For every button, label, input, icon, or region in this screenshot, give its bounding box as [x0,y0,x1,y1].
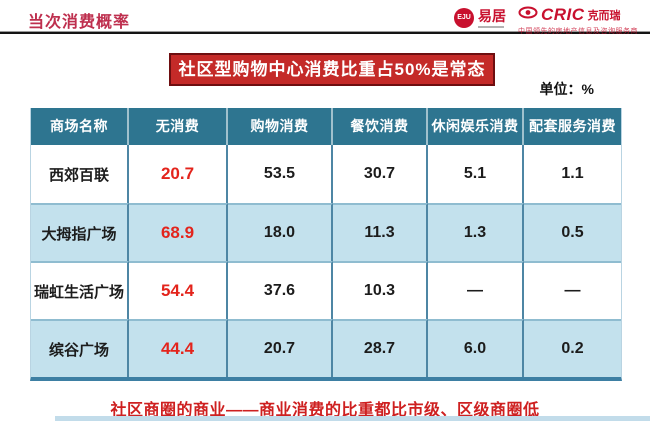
value-cell: 0.2 [524,319,621,377]
column-header: 配套服务消费 [524,108,621,145]
value-cell: 18.0 [228,203,333,261]
consumption-table: 商场名称 无消费 购物消费 餐饮消费 休闲娱乐消费 配套服务消费 西郊百联 20… [30,108,622,381]
unit-label: 单位：% [539,81,594,97]
value-cell: 28.7 [333,319,428,377]
value-cell: 30.7 [333,145,428,203]
value-cell: — [524,261,621,319]
footer-note: 社区商圈的商业——商业消费的比重都比市级、区级商圈低 [110,402,540,419]
mall-name-cell: 瑞虹生活广场 [31,261,129,319]
value-cell: 1.3 [428,203,524,261]
mall-name-cell: 西郊百联 [31,145,129,203]
value-cell: 53.5 [228,145,333,203]
bottom-strip [55,416,650,421]
value-cell-highlight: 44.4 [129,319,228,377]
value-cell: 11.3 [333,203,428,261]
mall-name-cell: 大拇指广场 [31,203,129,261]
table-row: 瑞虹生活广场 54.4 37.6 10.3 — — [31,261,621,319]
eju-logo-text: 易居 [478,7,506,24]
column-header: 商场名称 [31,108,129,145]
value-cell-highlight: 20.7 [129,145,228,203]
mall-name-cell: 缤谷广场 [31,319,129,377]
cric-tagline: 中国领先的房地产信息及咨询服务商 [518,28,638,35]
value-cell: — [428,261,524,319]
value-cell: 0.5 [524,203,621,261]
header-divider [0,30,650,34]
eju-logo-icon: EJU [454,8,474,28]
value-cell: 10.3 [333,261,428,319]
cric-logo-text: CRIC [541,5,585,24]
column-header: 休闲娱乐消费 [428,108,524,145]
value-cell: 6.0 [428,319,524,377]
cric-eye-icon [518,6,538,24]
column-header: 无消费 [129,108,228,145]
table-row: 缤谷广场 44.4 20.7 28.7 6.0 0.2 [31,319,621,377]
brand-logos: EJU 易居 CRIC 克而瑞 中国领先的房地产信息及咨询服务商 [454,6,638,36]
value-cell: 37.6 [228,261,333,319]
value-cell: 1.1 [561,165,584,182]
value-cell: 20.7 [228,319,333,377]
table-row: 大拇指广场 68.9 18.0 11.3 1.3 0.5 [31,203,621,261]
table-row: 西郊百联 20.7 53.5 30.7 5.1 1.1 [31,145,621,203]
column-header: 购物消费 [228,108,333,145]
value-cell-highlight: 68.9 [129,203,228,261]
table-header-row: 商场名称 无消费 购物消费 餐饮消费 休闲娱乐消费 配套服务消费 [31,108,621,145]
headline-banner: 社区型购物中心消费比重占50%是常态 [169,53,495,86]
column-header: 餐饮消费 [333,108,428,145]
cric-logo: CRIC 克而瑞 中国领先的房地产信息及咨询服务商 [518,6,638,36]
cric-logo-cn: 克而瑞 [587,10,621,22]
value-cell: 5.1 [428,145,524,203]
eju-logo: EJU 易居 [454,8,506,28]
eju-logo-subline [478,25,504,28]
value-cell-highlight: 54.4 [129,261,228,319]
page-title: 当次消费概率 [28,14,131,31]
